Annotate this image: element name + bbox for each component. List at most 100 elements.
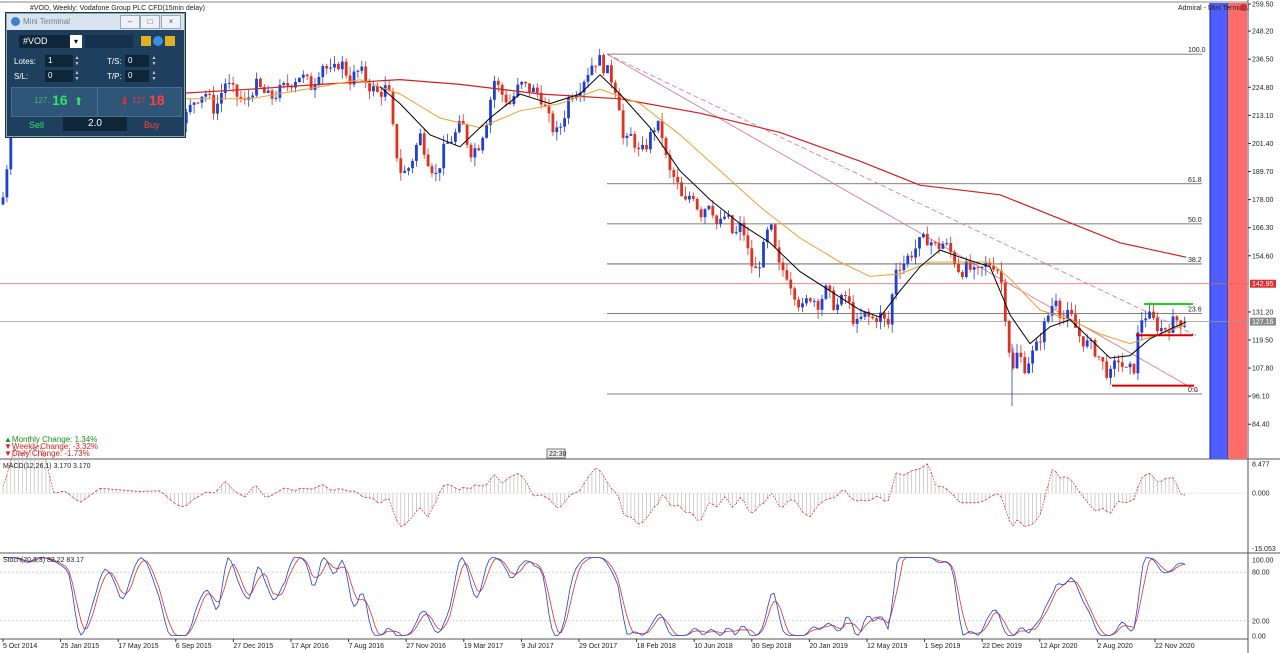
candle-body bbox=[465, 124, 469, 145]
macd-signal-segment bbox=[2, 475, 8, 486]
candle-body bbox=[364, 66, 368, 83]
lock-icon[interactable] bbox=[141, 36, 151, 46]
candle-body bbox=[192, 102, 196, 105]
candle-body bbox=[348, 75, 352, 85]
time-tick-label: 18 Feb 2018 bbox=[637, 643, 676, 650]
candle-body bbox=[992, 265, 995, 270]
price-tick-label: 119.50 bbox=[1252, 338, 1273, 345]
macd-signal-segment bbox=[618, 498, 624, 514]
fib-level-label: 61.8 bbox=[1188, 177, 1202, 184]
macd-signal-segment bbox=[607, 482, 612, 489]
tp-stepper[interactable]: ▲ ▼ bbox=[151, 70, 157, 82]
lots-label: Lotes: bbox=[14, 57, 36, 66]
macd-signal-segment bbox=[318, 484, 323, 487]
macd-signal-segment bbox=[334, 488, 339, 491]
sell-price-box[interactable]: 127. 16 ⬆ bbox=[11, 87, 98, 117]
candle-body bbox=[594, 65, 598, 67]
macd-signal-segment bbox=[1059, 476, 1064, 479]
candle-body bbox=[590, 65, 594, 75]
sl-input[interactable]: 0 bbox=[45, 70, 73, 82]
macd-signal-segment bbox=[548, 498, 554, 504]
macd-signal-segment bbox=[899, 473, 905, 476]
macd-signal-segment bbox=[884, 500, 889, 502]
macd-signal-segment bbox=[1082, 496, 1088, 503]
macd-signal-segment bbox=[556, 506, 561, 508]
candle-body bbox=[964, 261, 968, 277]
candle-body bbox=[434, 172, 438, 174]
candle-body bbox=[937, 242, 941, 249]
macd-signal-segment bbox=[57, 491, 62, 494]
macd-signal-segment bbox=[1118, 500, 1123, 503]
lot-size-input[interactable]: 2.0 bbox=[63, 117, 127, 131]
minimize-button[interactable]: – bbox=[120, 15, 140, 29]
macd-signal-segment bbox=[264, 495, 269, 498]
plus-icon[interactable] bbox=[165, 36, 175, 46]
candle-body bbox=[481, 137, 485, 151]
macd-signal-segment bbox=[1172, 477, 1178, 486]
candle-body bbox=[1109, 368, 1112, 378]
candle-body bbox=[988, 263, 992, 266]
time-tick-label: 19 Mar 2017 bbox=[464, 643, 503, 650]
macd-signal-segment bbox=[1141, 474, 1146, 479]
macd-signal-segment bbox=[1071, 480, 1076, 487]
candle-body bbox=[968, 261, 972, 270]
macd-signal-segment bbox=[221, 481, 226, 486]
support-resistance bbox=[1112, 303, 1194, 387]
macd-signal-segment bbox=[716, 502, 721, 508]
price-tick-label: 248.20 bbox=[1252, 29, 1274, 36]
macd-signal-segment bbox=[579, 483, 585, 491]
candle-body bbox=[812, 300, 816, 302]
macd-signal-segment bbox=[989, 494, 994, 498]
candle-body bbox=[184, 112, 188, 124]
macd-signal-segment bbox=[1161, 478, 1166, 482]
candle-body bbox=[457, 120, 461, 133]
gear-icon[interactable] bbox=[153, 36, 163, 46]
price-tick-label: 107.80 bbox=[1252, 366, 1274, 373]
candle-body bbox=[376, 86, 379, 92]
macd-signal-segment bbox=[1079, 491, 1084, 498]
candle-body bbox=[953, 252, 956, 265]
macd-signal-segment bbox=[837, 490, 842, 496]
mini-terminal-titlebar[interactable]: Mini Terminal – □ × bbox=[7, 14, 184, 30]
candle-body bbox=[691, 195, 695, 199]
ts-stepper[interactable]: ▲ ▼ bbox=[151, 55, 157, 67]
mini-terminal[interactable]: Mini Terminal – □ × #VOD ▾ Lotes: 1 ▲ ▼ T… bbox=[6, 13, 185, 137]
macd-signal-segment bbox=[759, 503, 764, 506]
buy-button[interactable]: Buy bbox=[144, 120, 160, 130]
candle-body bbox=[407, 168, 410, 171]
buy-price-box[interactable]: ⬇ 127. 18 bbox=[97, 87, 182, 117]
lots-stepper[interactable]: ▲ ▼ bbox=[74, 55, 80, 67]
candle-body bbox=[816, 300, 820, 310]
time-tick-label: 7 Aug 2016 bbox=[349, 643, 385, 650]
sell-button[interactable]: Sell bbox=[29, 120, 45, 130]
macd-signal-segment bbox=[638, 522, 643, 525]
time-marker: 22:30 bbox=[549, 451, 567, 458]
candle-body bbox=[1128, 363, 1132, 368]
candle-body bbox=[305, 74, 309, 77]
candle-body bbox=[871, 316, 875, 319]
candle-body bbox=[340, 61, 344, 70]
macd-signal-segment bbox=[228, 485, 234, 490]
ts-input[interactable]: 0 bbox=[125, 55, 149, 67]
candle-body bbox=[777, 247, 781, 263]
lots-input[interactable]: 1 bbox=[45, 55, 73, 67]
candle-body bbox=[278, 85, 282, 98]
time-tick-label: 17 May 2015 bbox=[118, 643, 159, 650]
macd-signal-segment bbox=[817, 502, 823, 506]
close-chart-button[interactable] bbox=[1240, 4, 1247, 11]
candle-body bbox=[235, 84, 239, 97]
close-button[interactable]: × bbox=[161, 15, 181, 29]
chevron-down-icon[interactable]: ▾ bbox=[70, 35, 82, 48]
sma-short-line bbox=[379, 74, 1187, 359]
candle-body bbox=[473, 148, 477, 158]
candle-body bbox=[832, 290, 836, 310]
sl-stepper[interactable]: ▲ ▼ bbox=[74, 70, 80, 82]
macd-signal-segment bbox=[1004, 508, 1010, 521]
maximize-button[interactable]: □ bbox=[140, 15, 160, 29]
symbol-select[interactable]: #VOD bbox=[19, 35, 81, 48]
candle-body bbox=[528, 83, 531, 93]
macd-signal-segment bbox=[1180, 493, 1185, 496]
candle-body bbox=[844, 294, 847, 297]
stoch-tick-label: 100.00 bbox=[1252, 558, 1274, 565]
tp-input[interactable]: 0 bbox=[125, 70, 149, 82]
